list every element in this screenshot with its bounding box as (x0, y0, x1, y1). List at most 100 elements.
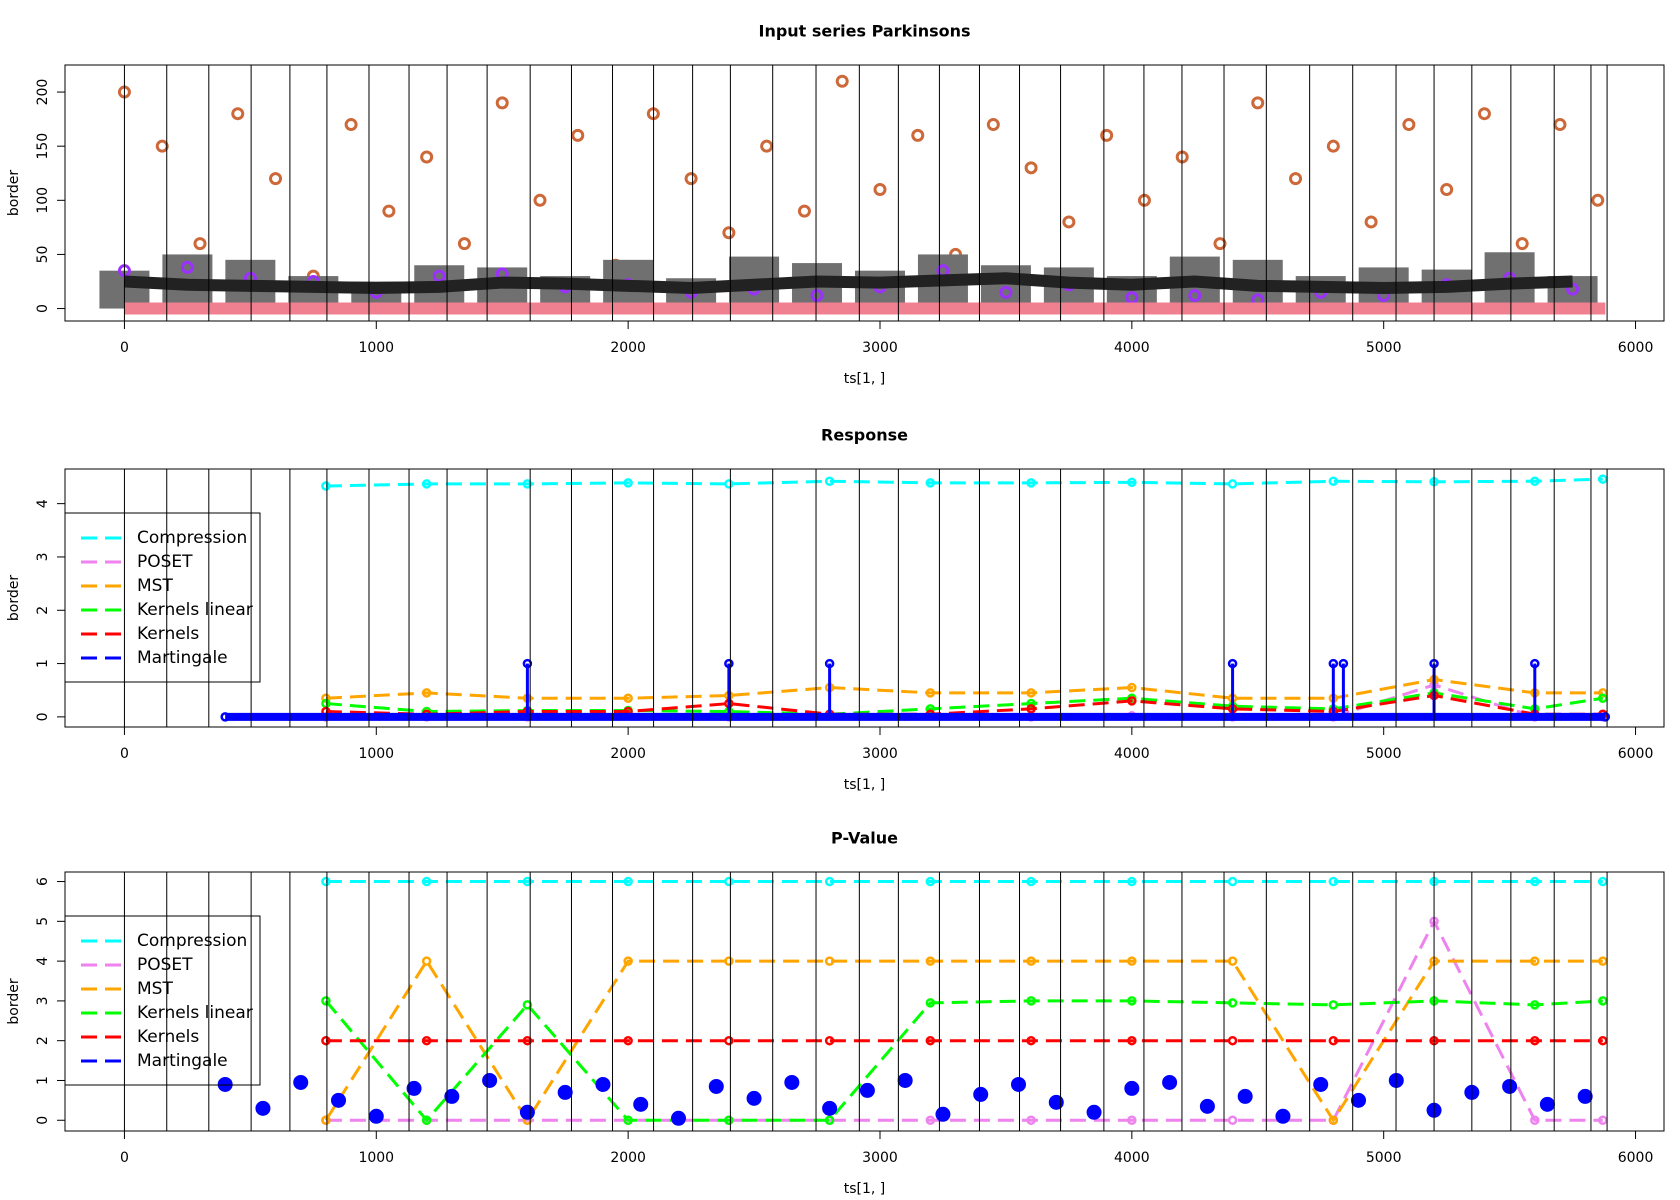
point (1026, 996, 1036, 1006)
y-tick-label: 1 (35, 659, 51, 668)
point (1289, 172, 1303, 186)
point (1227, 1115, 1238, 1126)
point (623, 693, 633, 703)
point (421, 688, 432, 698)
point (1328, 876, 1339, 887)
point (1598, 996, 1608, 1006)
point (1026, 1035, 1036, 1046)
point (1127, 956, 1137, 966)
stem-point (220, 712, 230, 722)
stem-point (1328, 658, 1339, 669)
point (421, 479, 432, 489)
point (321, 876, 331, 887)
point (824, 1115, 835, 1126)
x-tick-label: 3000 (862, 340, 898, 356)
point (231, 107, 245, 121)
point (180, 260, 194, 274)
point (925, 1115, 936, 1126)
y-tick-label: 3 (35, 996, 51, 1005)
point (522, 1035, 533, 1046)
plot-frame (64, 64, 1665, 322)
chart-title: Response (821, 426, 908, 445)
point (911, 128, 925, 142)
point (421, 1115, 432, 1126)
x-tick-label: 6000 (1618, 746, 1654, 762)
point (1127, 477, 1137, 488)
point (1515, 237, 1529, 251)
y-tick-label: 50 (35, 246, 51, 264)
point (1011, 1076, 1027, 1092)
point (724, 956, 734, 966)
series-line (325, 694, 1603, 716)
point (1086, 1104, 1102, 1120)
point (193, 237, 207, 251)
point (1328, 1035, 1339, 1046)
point (999, 285, 1013, 299)
point (1539, 1096, 1555, 1112)
point (1026, 478, 1036, 488)
point (1364, 215, 1378, 229)
point (557, 1084, 573, 1100)
point (835, 74, 849, 88)
point (822, 1100, 838, 1116)
point (1326, 139, 1340, 153)
point (522, 1000, 533, 1010)
y-tick-label: 150 (35, 133, 51, 160)
point (1553, 118, 1567, 132)
point (797, 204, 811, 218)
point (255, 1100, 271, 1116)
point (1227, 1035, 1238, 1046)
series-line (324, 999, 1603, 1123)
y-tick-label: 5 (35, 917, 51, 926)
point (1227, 998, 1238, 1008)
point (217, 1076, 233, 1092)
point (1313, 1076, 1329, 1092)
point (421, 1035, 432, 1046)
point (724, 479, 734, 489)
point (321, 481, 331, 491)
plot-area (123, 872, 1608, 1131)
series-line (325, 678, 1603, 700)
x-tick-label: 5000 (1366, 340, 1402, 356)
series-line (324, 958, 1603, 1124)
legend-label: MST (137, 576, 173, 596)
point (1026, 956, 1036, 966)
x-tick-label: 1000 (358, 746, 394, 762)
point (1477, 107, 1491, 121)
point (1598, 693, 1608, 703)
point (1127, 696, 1137, 706)
point (897, 1072, 913, 1088)
point (1598, 956, 1608, 966)
series-line (325, 477, 1603, 488)
plot-area (123, 469, 1611, 727)
point (1127, 996, 1137, 1006)
point (873, 182, 887, 196)
y-tick-label: 2 (35, 606, 51, 615)
y-axis-label: border (6, 170, 22, 216)
point (382, 204, 396, 218)
legend-label: Kernels linear (137, 1003, 253, 1023)
point (1100, 128, 1114, 142)
point (1251, 96, 1265, 110)
point (824, 956, 835, 966)
legend-label: Compression (137, 931, 247, 951)
point (344, 118, 358, 132)
point (1213, 237, 1227, 251)
stem-point (724, 658, 734, 669)
point (1162, 1074, 1178, 1090)
point (623, 876, 633, 887)
point (824, 1035, 835, 1046)
point (1530, 476, 1540, 487)
point (321, 1035, 331, 1046)
point (925, 876, 936, 887)
point (1137, 193, 1151, 207)
x-tick-label: 2000 (610, 340, 646, 356)
y-tick-label: 0 (35, 1116, 51, 1125)
point (1328, 1000, 1339, 1010)
point (1227, 876, 1238, 887)
point (935, 1106, 951, 1122)
point (986, 118, 1000, 132)
series-line (325, 918, 1603, 1122)
x-tick-label: 3000 (862, 1150, 898, 1166)
point (1275, 1108, 1291, 1124)
